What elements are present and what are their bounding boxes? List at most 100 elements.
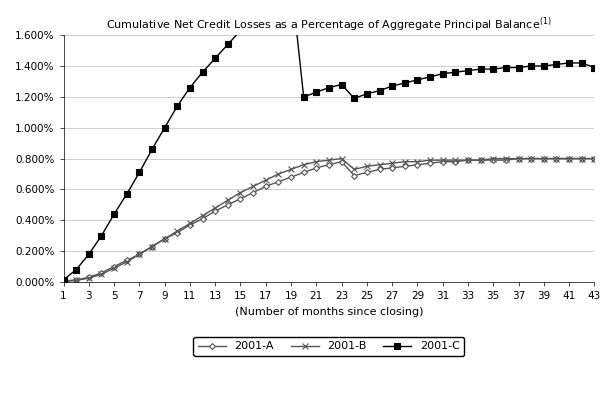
2001-A (224, 202, 232, 207)
2001-C (439, 71, 447, 76)
2001-A (325, 162, 333, 167)
X-axis label: (Number of months since closing): (Number of months since closing) (235, 307, 423, 317)
2001-C (363, 91, 371, 96)
2001-C (85, 252, 92, 257)
2001-B (60, 279, 67, 284)
2001-B (414, 159, 421, 164)
2001-A (527, 156, 535, 161)
2001-A (123, 258, 131, 263)
2001-C (110, 212, 118, 217)
Title: Cumulative Net Credit Losses as a Percentage of Aggregate Principal Balance$^{(1: Cumulative Net Credit Losses as a Percen… (107, 15, 552, 34)
2001-B (73, 278, 80, 283)
2001-A (85, 275, 92, 280)
2001-B (123, 260, 131, 265)
2001-A (426, 161, 434, 166)
2001-B (85, 276, 92, 281)
2001-B (161, 236, 168, 241)
2001-C (338, 82, 346, 87)
2001-A (186, 222, 193, 227)
2001-B (312, 159, 320, 164)
2001-A (401, 164, 408, 169)
2001-B (211, 205, 219, 210)
2001-C (414, 77, 421, 82)
2001-A (262, 184, 269, 189)
2001-C (591, 65, 598, 70)
2001-B (351, 167, 358, 172)
2001-C (237, 28, 244, 33)
2001-C (452, 70, 459, 74)
2001-B (199, 213, 206, 218)
2001-C (578, 61, 585, 65)
2001-B (452, 158, 459, 163)
2001-A (515, 156, 522, 161)
2001-B (325, 158, 333, 163)
2001-C (527, 63, 535, 68)
2001-A (376, 167, 383, 172)
2001-C (262, 2, 269, 7)
2001-C (148, 147, 156, 152)
2001-B (578, 156, 585, 161)
Line: 2001-A: 2001-A (62, 157, 596, 283)
2001-B (338, 156, 346, 161)
2001-A (389, 165, 396, 170)
2001-B (363, 164, 371, 169)
2001-A (578, 156, 585, 161)
2001-A (414, 162, 421, 167)
2001-A (136, 252, 143, 257)
2001-A (161, 236, 168, 241)
2001-B (401, 159, 408, 164)
2001-B (300, 162, 307, 167)
2001-B (553, 156, 560, 161)
2001-A (73, 277, 80, 282)
2001-C (464, 68, 472, 73)
2001-B (98, 272, 105, 277)
2001-A (110, 264, 118, 269)
2001-B (565, 156, 573, 161)
Legend: 2001-A, 2001-B, 2001-C: 2001-A, 2001-B, 2001-C (193, 337, 464, 356)
2001-B (275, 171, 282, 176)
2001-C (540, 63, 548, 68)
2001-C (502, 65, 509, 70)
2001-A (199, 216, 206, 221)
2001-C (401, 81, 408, 85)
2001-A (287, 175, 294, 180)
2001-B (490, 156, 497, 161)
2001-A (312, 165, 320, 170)
2001-C (312, 90, 320, 95)
2001-C (389, 83, 396, 88)
2001-A (363, 170, 371, 175)
2001-B (502, 156, 509, 161)
2001-C (98, 233, 105, 238)
2001-C (325, 85, 333, 90)
2001-B (110, 266, 118, 271)
2001-A (452, 159, 459, 164)
2001-B (287, 167, 294, 172)
2001-A (211, 209, 219, 213)
2001-A (553, 156, 560, 161)
2001-B (186, 221, 193, 226)
2001-C (224, 42, 232, 47)
2001-C (174, 103, 181, 108)
2001-B (174, 229, 181, 234)
2001-B (464, 158, 472, 163)
2001-C (477, 67, 484, 72)
2001-A (300, 170, 307, 175)
2001-C (490, 67, 497, 72)
2001-B (262, 178, 269, 183)
2001-C (426, 74, 434, 79)
2001-B (148, 244, 156, 249)
2001-C (515, 65, 522, 70)
2001-B (540, 156, 548, 161)
2001-C (300, 94, 307, 99)
2001-C (553, 62, 560, 67)
2001-A (98, 270, 105, 275)
2001-A (174, 230, 181, 235)
2001-B (477, 158, 484, 163)
2001-C (211, 56, 219, 61)
2001-B (389, 161, 396, 166)
2001-A (565, 156, 573, 161)
2001-A (591, 156, 598, 161)
Line: 2001-C: 2001-C (61, 0, 597, 283)
2001-A (60, 279, 67, 284)
2001-B (515, 156, 522, 161)
